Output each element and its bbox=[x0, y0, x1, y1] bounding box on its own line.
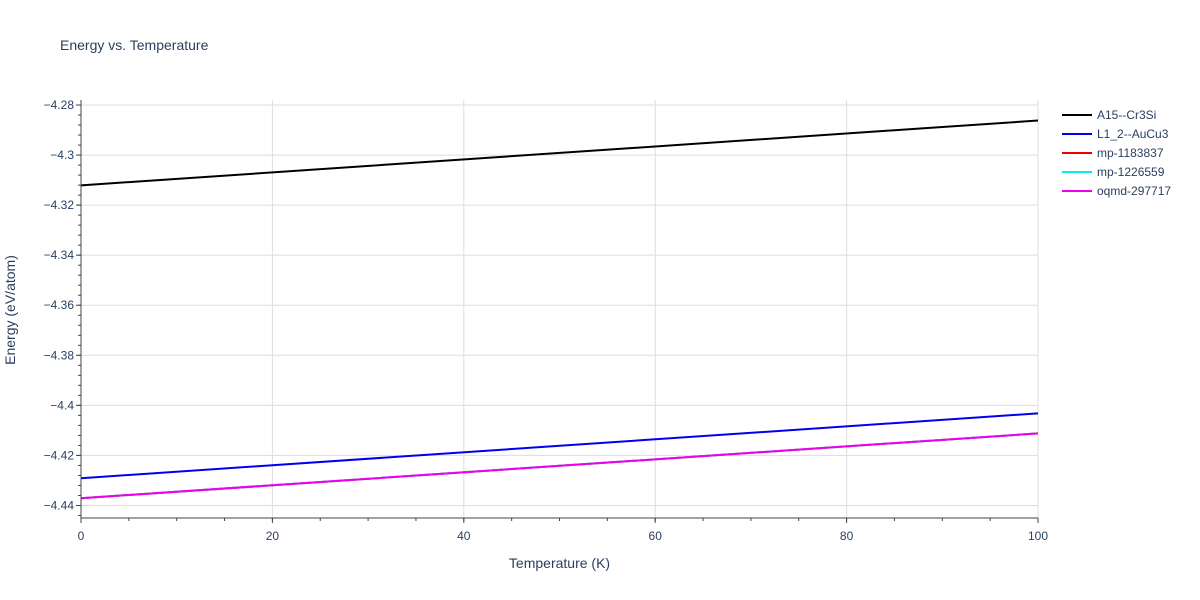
y-tick-label: −4.32 bbox=[44, 198, 75, 212]
x-tick-label: 40 bbox=[457, 529, 471, 543]
axes: 0 20 40 60 80 100 −4.44 −4.42 −4.4 −4.38 −4.36 −4.3… bbox=[44, 98, 1049, 543]
legend-label[interactable]: A15--Cr3Si bbox=[1097, 108, 1156, 122]
legend-label[interactable]: L1_2--AuCu3 bbox=[1097, 127, 1169, 141]
y-tick-label: −4.36 bbox=[44, 298, 75, 312]
series-lines bbox=[80, 119, 1039, 500]
x-tick-label: 20 bbox=[266, 529, 280, 543]
x-tick-label: 80 bbox=[840, 529, 854, 543]
legend-label[interactable]: mp-1183837 bbox=[1097, 146, 1164, 160]
y-tick-label: −4.4 bbox=[50, 398, 74, 412]
y-tick-label: −4.38 bbox=[44, 348, 75, 362]
legend: A15--Cr3Si L1_2--AuCu3 mp-1183837 mp-122655… bbox=[1062, 108, 1171, 198]
x-axis-title: Temperature (K) bbox=[509, 555, 610, 571]
y-tick-label: −4.34 bbox=[44, 248, 75, 262]
y-tick-label: −4.28 bbox=[44, 98, 75, 112]
y-tick-label: −4.44 bbox=[44, 498, 75, 512]
legend-label[interactable]: mp-1226559 bbox=[1097, 165, 1165, 179]
chart-title: Energy vs. Temperature bbox=[60, 37, 209, 53]
series-line-oqmd-297717 bbox=[80, 432, 1039, 500]
y-tick-label: −4.3 bbox=[50, 148, 74, 162]
series-line-l1-2-aucu3 bbox=[80, 412, 1039, 480]
legend-label[interactable]: oqmd-297717 bbox=[1097, 184, 1171, 198]
series-line-a15-cr3si bbox=[80, 119, 1039, 187]
y-tick-label: −4.42 bbox=[44, 448, 75, 462]
x-tick-label: 60 bbox=[649, 529, 663, 543]
x-tick-label: 100 bbox=[1028, 529, 1048, 543]
y-axis-title: Energy (eV/atom) bbox=[2, 255, 18, 365]
x-tick-label: 0 bbox=[78, 529, 85, 543]
gridlines bbox=[81, 100, 1039, 518]
